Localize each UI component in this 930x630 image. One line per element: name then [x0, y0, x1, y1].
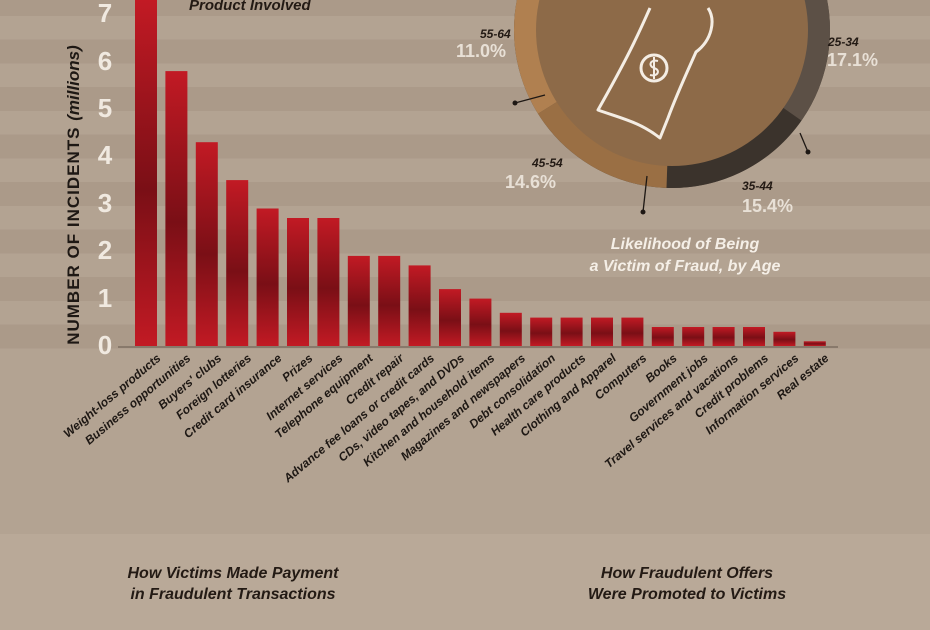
bar-20: [743, 327, 765, 346]
bar-19: [712, 327, 735, 346]
age-pct-55-64: 11.0%: [456, 41, 507, 61]
pie-leader-dot: [640, 209, 646, 215]
y-tick-label: 7: [97, 0, 113, 29]
age-label-35-44: 35-44: [742, 179, 773, 193]
age-pct-25-34: 17.1%: [827, 50, 879, 70]
bar-2: [195, 142, 218, 346]
y-tick-label: 3: [97, 187, 113, 218]
dollar-sign-icon: [649, 57, 659, 79]
pie-leader-line: [642, 175, 648, 213]
x-axis-baseline: [118, 346, 838, 348]
footer-right-line-2: Were Promoted to Victims: [587, 586, 787, 603]
pie-leader-dot: [805, 149, 811, 155]
footer-right-heading: How Fraudulent Offers Were Promoted to V…: [522, 563, 852, 605]
bar-1: [165, 71, 188, 346]
hand-money-icon: [596, 7, 714, 140]
footer-left-heading: How Victims Made Payment in Fraudulent T…: [68, 563, 398, 605]
bar-5: [287, 218, 309, 346]
pie-leader-line: [799, 132, 809, 153]
bar-0: [135, 0, 157, 346]
y-axis-title: NUMBER OF INCIDENTS (millions): [64, 45, 83, 345]
age-pct-35-44: 15.4%: [742, 196, 794, 216]
footer-right-line-1: How Fraudulent Offers: [600, 565, 774, 582]
age-pct-45-54: 14.6%: [505, 172, 557, 192]
y-tick-label: 0: [97, 330, 113, 360]
bar-17: [651, 327, 674, 346]
bar-18: [682, 327, 705, 346]
bar-14: [560, 317, 583, 346]
footer-band: [0, 534, 930, 630]
y-tick-label: 4: [97, 140, 113, 171]
bar-9: [408, 265, 431, 346]
bar-10: [439, 289, 461, 346]
y-tick-label: 2: [97, 235, 113, 266]
y-tick-label: 1: [97, 282, 113, 313]
age-label-45-54: 45-54: [532, 156, 563, 170]
bar-6: [317, 218, 340, 346]
pie-leader-line: [514, 94, 546, 104]
pie-chart-title: Likelihood of Being a Victim of Fraud, b…: [520, 234, 850, 278]
dollar-coin-icon: [639, 53, 669, 83]
pie-inner-disc: [536, 0, 808, 166]
bar-4: [256, 208, 279, 346]
pie-leader-dot: [512, 100, 518, 106]
y-tick-label: 5: [97, 93, 113, 123]
y-tick-label: 6: [97, 45, 113, 76]
bar-11: [469, 298, 492, 346]
age-label-25-34: 25-34: [828, 35, 859, 49]
bar-21: [773, 331, 796, 346]
bar-8: [378, 255, 401, 346]
bar-22: [803, 341, 826, 346]
bar-16: [621, 317, 644, 346]
age-label-55-64: 55-64: [480, 27, 511, 41]
bar-15: [591, 317, 613, 346]
footer-left-line-2: in Fraudulent Transactions: [130, 586, 336, 603]
bar-13: [530, 317, 553, 346]
bar-7: [347, 255, 370, 346]
bar-3: [226, 180, 249, 346]
product-involved-subheading: Product Involved: [189, 0, 311, 14]
hand-icon-outline: [596, 7, 714, 140]
bar-12: [499, 312, 522, 346]
footer-left-line-1: How Victims Made Payment: [127, 565, 339, 582]
pie-title-line-2: a Victim of Fraud, by Age: [589, 258, 781, 275]
pie-title-line-1: Likelihood of Being: [610, 236, 760, 253]
